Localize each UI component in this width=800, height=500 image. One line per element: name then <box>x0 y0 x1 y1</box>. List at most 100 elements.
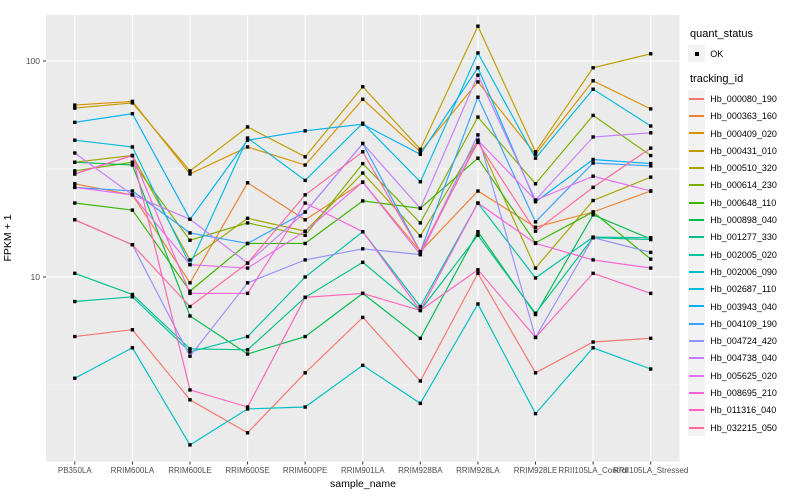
data-point <box>533 311 538 315</box>
legend-key-swatch <box>688 90 706 108</box>
x-tick-label-RRII105LA_Stressed: RRII105LA_Stressed <box>613 466 688 475</box>
data-point <box>533 152 538 156</box>
legend-item-Hb_008695_210: Hb_008695_210 <box>688 384 800 402</box>
data-point <box>245 241 250 246</box>
data-point <box>476 73 480 77</box>
legend-label: Hb_002005_020 <box>710 249 777 260</box>
data-point <box>303 218 307 222</box>
data-point <box>476 133 480 137</box>
data-point <box>73 334 77 339</box>
data-point <box>245 261 250 265</box>
legend-label: Hb_000409_020 <box>710 128 777 139</box>
data-point <box>73 169 77 173</box>
legend-key-swatch <box>688 124 706 143</box>
data-point <box>476 138 480 142</box>
ok-point-icon <box>694 51 699 56</box>
legend-label: Hb_005625_020 <box>710 370 777 381</box>
legend-item-Hb_002006_090: Hb_002006_090 <box>688 263 800 281</box>
data-points <box>73 24 653 447</box>
data-point <box>361 97 365 101</box>
data-point <box>130 208 135 212</box>
data-point <box>361 161 365 166</box>
legend-key-swatch <box>688 245 706 264</box>
x-tick-label-RRIM600PE: RRIM600PE <box>283 466 327 475</box>
data-point <box>418 304 423 309</box>
data-point <box>649 257 653 261</box>
data-point <box>591 113 595 118</box>
data-point <box>476 66 480 70</box>
legend-label: Hb_000648_110 <box>710 197 777 208</box>
data-point <box>533 229 538 233</box>
data-point <box>303 129 307 133</box>
data-point <box>188 314 192 318</box>
data-point <box>188 347 192 351</box>
legend-label: Hb_032215_050 <box>710 422 777 433</box>
legend-key-swatch <box>688 159 706 177</box>
data-point <box>245 216 250 220</box>
legend-line-icon <box>689 426 705 429</box>
legend-item-Hb_004738_040: Hb_004738_040 <box>688 349 800 368</box>
legend-line-icon <box>689 97 705 100</box>
data-point <box>245 138 250 142</box>
legend-label: Hb_004109_190 <box>710 318 777 329</box>
data-point <box>188 289 192 293</box>
data-point <box>361 141 365 146</box>
data-point <box>533 241 538 246</box>
y-tick-label: 100 <box>26 56 40 66</box>
data-point <box>591 161 595 165</box>
legend-key-swatch <box>688 367 706 385</box>
data-point <box>533 225 538 229</box>
legend-label: Hb_002687_110 <box>710 284 777 295</box>
data-point <box>361 363 365 368</box>
data-point <box>130 163 135 167</box>
data-point <box>361 171 365 175</box>
legend-line-icon <box>689 409 705 412</box>
data-point <box>245 348 250 352</box>
legend-item-Hb_005625_020: Hb_005625_020 <box>688 367 800 385</box>
data-point <box>418 401 423 406</box>
data-point <box>188 169 192 173</box>
data-point <box>649 52 653 56</box>
legend: quant_status OK tracking_id Hb_000080_19… <box>688 28 800 437</box>
data-point <box>533 198 538 202</box>
data-point <box>476 24 480 28</box>
data-point <box>245 352 250 356</box>
data-point <box>245 405 250 409</box>
axes: 10 100 PB350LA RRIM600LA RRIM600LE RRIM600SE R… <box>26 56 688 475</box>
legend-label-ok: OK <box>710 48 724 59</box>
data-point <box>73 182 77 186</box>
data-point <box>649 131 653 135</box>
data-point <box>188 350 192 354</box>
data-point <box>303 210 307 214</box>
data-point <box>591 87 595 91</box>
data-point <box>361 291 365 296</box>
data-point <box>591 213 595 217</box>
legend-item-Hb_004724_420: Hb_004724_420 <box>688 332 800 350</box>
data-point <box>130 328 135 332</box>
data-point <box>533 276 538 280</box>
data-point <box>591 340 595 344</box>
legend-line-icon <box>689 340 705 343</box>
data-point <box>245 291 250 296</box>
data-point <box>649 146 653 150</box>
data-point <box>418 249 423 254</box>
legend-item-Hb_002687_110: Hb_002687_110 <box>688 280 800 298</box>
legend-title-quant-status: quant_status <box>690 28 753 40</box>
data-point <box>476 51 480 55</box>
data-point <box>418 147 423 152</box>
legend-line-icon <box>689 149 705 152</box>
legend-key-swatch <box>688 176 706 195</box>
data-point <box>476 115 480 119</box>
data-point <box>245 125 250 129</box>
data-point <box>188 238 192 242</box>
data-point <box>361 180 365 184</box>
data-point <box>73 376 77 380</box>
legend-line-icon <box>689 322 705 325</box>
data-point <box>418 234 423 238</box>
data-point <box>649 367 653 371</box>
legend-label: Hb_002006_090 <box>710 266 777 277</box>
data-point <box>649 175 653 179</box>
legend-key-swatch <box>688 401 706 419</box>
legend-label: Hb_000898_040 <box>710 215 777 226</box>
